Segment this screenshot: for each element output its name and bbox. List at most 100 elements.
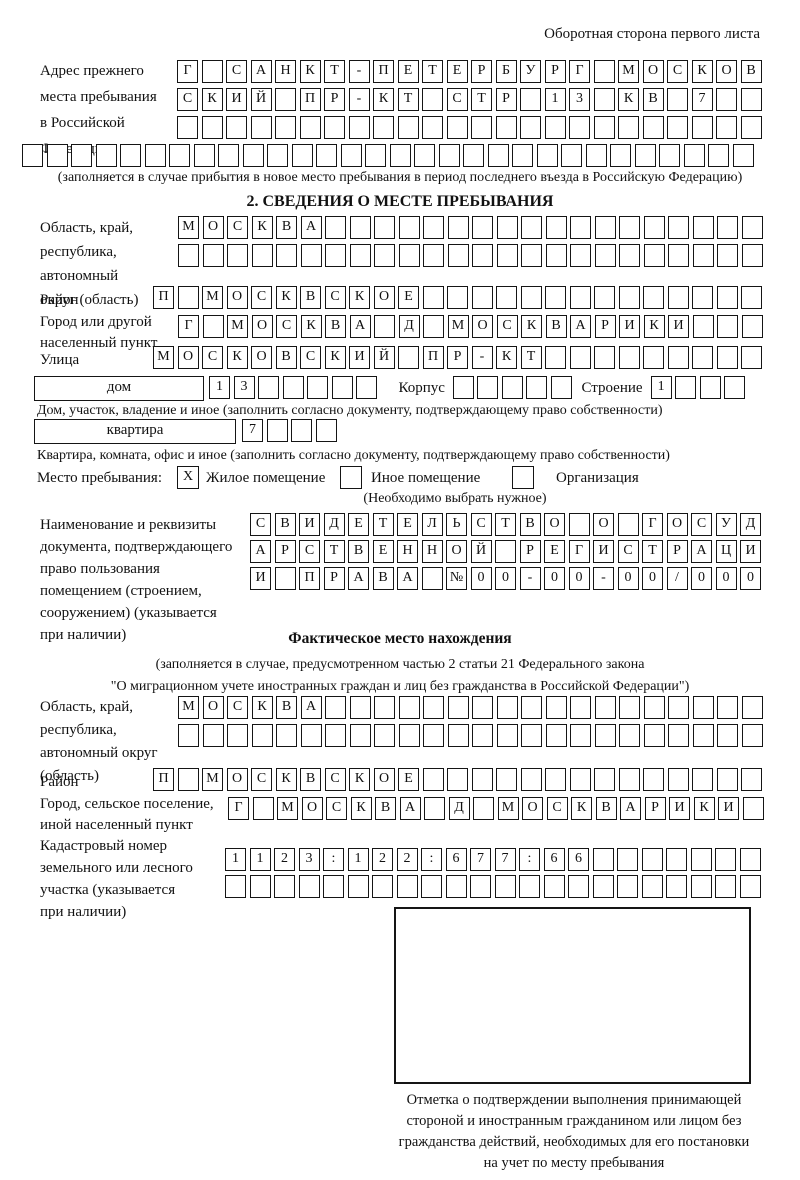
char-cell[interactable]: К [571,797,592,820]
char-cell[interactable] [641,875,663,898]
char-cell[interactable] [398,346,419,369]
char-cell[interactable] [717,696,738,719]
char-cell[interactable]: - [519,567,541,590]
char-cell[interactable] [398,216,420,239]
char-cell[interactable] [424,797,445,820]
char-cell[interactable]: 0 [617,567,639,590]
char-cell[interactable] [258,376,279,399]
char-cell[interactable]: 1 [249,848,271,871]
char-cell[interactable] [398,244,420,267]
char-cell[interactable] [619,216,640,239]
char-cell[interactable]: К [299,60,321,83]
char-cell[interactable] [667,286,689,309]
char-cell[interactable]: У [520,60,541,83]
char-cell[interactable] [545,724,567,747]
char-cell[interactable] [473,797,494,820]
char-cell[interactable]: Р [519,540,541,563]
char-cell[interactable]: Д [740,513,761,536]
char-cell[interactable] [643,346,664,369]
char-cell[interactable] [252,797,274,820]
char-cell[interactable] [666,875,687,898]
char-cell[interactable] [389,144,411,167]
char-cell[interactable] [741,315,763,338]
char-cell[interactable] [668,724,689,747]
char-cell[interactable] [643,724,665,747]
char-cell[interactable] [452,376,474,399]
char-cell[interactable]: Н [421,540,443,563]
char-cell[interactable]: О [202,216,224,239]
char-cell[interactable] [496,286,517,309]
char-cell[interactable] [690,875,712,898]
char-cell[interactable] [22,144,43,167]
char-cell[interactable]: С [691,513,712,536]
char-cell[interactable]: В [275,346,297,369]
char-cell[interactable]: 0 [740,567,761,590]
char-cell[interactable] [324,116,345,139]
char-cell[interactable] [422,286,444,309]
char-cell[interactable] [276,724,297,747]
char-cell[interactable] [349,244,371,267]
char-cell[interactable] [692,216,714,239]
char-cell[interactable] [593,88,615,111]
char-cell[interactable]: А [349,315,371,338]
char-cell[interactable] [447,696,469,719]
char-cell[interactable]: С [446,88,468,111]
char-cell[interactable] [717,724,738,747]
char-cell[interactable] [325,216,346,239]
char-cell[interactable] [545,768,566,791]
char-cell[interactable]: К [251,696,273,719]
char-cell[interactable] [619,696,640,719]
char-cell[interactable] [512,144,533,167]
char-cell[interactable] [423,724,444,747]
char-cell[interactable] [495,540,516,563]
char-cell[interactable]: С [546,797,568,820]
stay-type-checkbox-residential[interactable]: X [177,466,199,489]
char-cell[interactable] [716,346,738,369]
char-cell[interactable] [202,244,224,267]
char-cell[interactable] [177,116,198,139]
char-cell[interactable]: С [470,513,492,536]
char-cell[interactable] [374,696,395,719]
char-cell[interactable]: М [202,768,223,791]
char-cell[interactable]: М [153,346,174,369]
char-cell[interactable]: В [274,513,296,536]
char-cell[interactable]: И [299,513,320,536]
char-cell[interactable] [300,724,322,747]
char-cell[interactable]: О [226,768,248,791]
char-cell[interactable] [422,116,443,139]
char-cell[interactable] [494,875,516,898]
char-cell[interactable]: С [250,513,271,536]
char-cell[interactable]: 1 [225,848,246,871]
char-cell[interactable]: Е [348,513,369,536]
char-cell[interactable] [398,724,420,747]
char-cell[interactable]: С [276,315,297,338]
char-cell[interactable]: О [226,286,248,309]
char-cell[interactable] [543,875,565,898]
char-cell[interactable] [741,216,763,239]
char-cell[interactable] [267,144,288,167]
char-cell[interactable] [396,875,418,898]
char-cell[interactable]: Е [397,60,419,83]
char-cell[interactable] [545,696,567,719]
char-cell[interactable] [423,315,444,338]
char-cell[interactable]: С [202,346,223,369]
char-cell[interactable] [120,144,141,167]
char-cell[interactable] [692,346,713,369]
char-cell[interactable]: А [620,797,641,820]
char-cell[interactable]: О [666,513,688,536]
char-cell[interactable] [421,567,443,590]
char-cell[interactable]: - [471,346,493,369]
char-cell[interactable]: Д [398,315,420,338]
char-cell[interactable]: 0 [544,567,565,590]
char-cell[interactable] [169,144,190,167]
char-cell[interactable]: Г [228,797,249,820]
char-cell[interactable] [716,286,738,309]
char-cell[interactable]: Е [544,540,565,563]
char-cell[interactable] [594,768,615,791]
char-cell[interactable] [716,116,737,139]
char-cell[interactable] [667,346,689,369]
char-cell[interactable]: Т [495,513,516,536]
char-cell[interactable] [274,567,296,590]
char-cell[interactable] [741,244,763,267]
char-cell[interactable]: И [226,88,247,111]
